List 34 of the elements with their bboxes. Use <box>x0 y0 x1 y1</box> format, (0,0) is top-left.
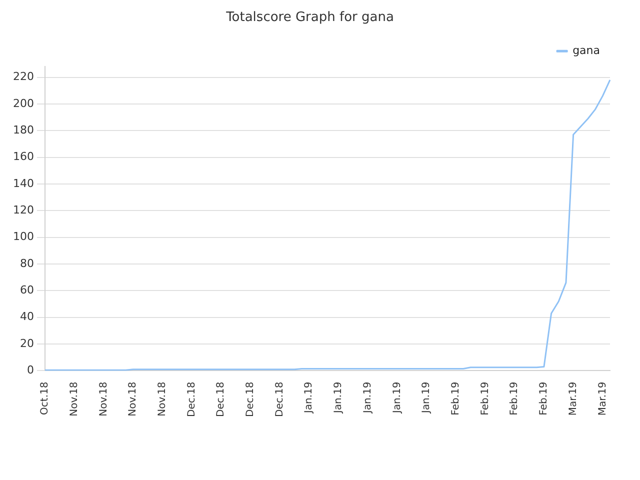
y-tick-label: 0 <box>26 364 34 377</box>
x-tick-label: Feb.19 <box>509 382 520 416</box>
x-tick-label: Jan.19 <box>392 382 403 414</box>
x-tick-label: Oct.18 <box>40 382 51 415</box>
y-tick-label: 40 <box>20 310 34 324</box>
x-tick-label: Dec.18 <box>186 382 198 418</box>
x-tick-label: Feb.19 <box>450 382 462 416</box>
y-tick-label: 180 <box>12 123 34 136</box>
x-tick-label: Feb.19 <box>480 382 491 416</box>
y-tick-label: 220 <box>12 70 34 84</box>
x-tick-label: Jan.19 <box>421 382 432 414</box>
x-tick-label: Dec.18 <box>274 382 286 418</box>
x-tick-label: Mar.19 <box>597 382 608 416</box>
y-tick-label: 120 <box>12 204 34 217</box>
x-tick-label: Nov.18 <box>68 382 80 416</box>
x-tick-label: Feb.19 <box>538 382 550 416</box>
x-tick-label: Jan.19 <box>333 382 344 414</box>
legend-label: gana <box>572 44 600 57</box>
x-tick-label: Mar.19 <box>568 382 579 416</box>
y-tick-label: 160 <box>12 150 34 164</box>
x-tick-label: Jan.19 <box>304 382 315 414</box>
y-tick-label: 100 <box>12 230 34 244</box>
x-tick-label: Dec.18 <box>216 382 227 418</box>
x-tick-label: Nov.18 <box>128 382 139 416</box>
y-tick-label: 140 <box>12 176 34 190</box>
chart-title: Totalscore Graph for gana <box>225 10 394 26</box>
x-tick-label: Nov.18 <box>156 382 168 416</box>
x-tick-label: Nov.18 <box>98 382 110 416</box>
y-tick-label: 60 <box>20 284 34 297</box>
y-tick-label: 80 <box>20 256 34 270</box>
y-tick-label: 20 <box>20 336 34 350</box>
x-tick-label: Dec.18 <box>245 382 256 418</box>
x-tick-label: Jan.19 <box>362 382 374 414</box>
y-tick-label: 200 <box>12 96 34 110</box>
